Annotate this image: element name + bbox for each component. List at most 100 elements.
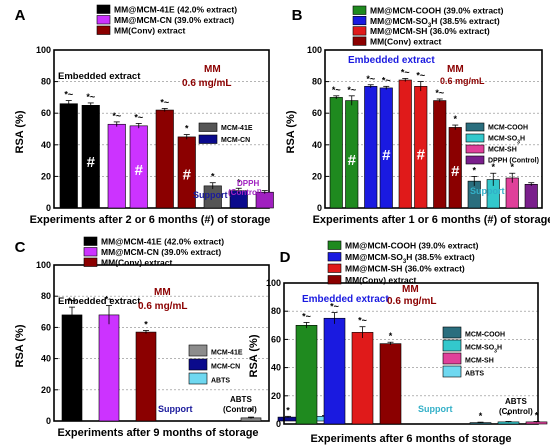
bar bbox=[107, 123, 126, 209]
chart-panel-b: 0 20 40 60 80 100 RSA (%) Experiments after 1 o… bbox=[285, 6, 550, 227]
y-tick-label: 80 bbox=[312, 77, 322, 87]
y-axis-label: RSA (%) bbox=[285, 110, 297, 153]
y-tick-label: 0 bbox=[317, 203, 322, 213]
bar bbox=[323, 317, 346, 425]
y-tick-label: 20 bbox=[271, 391, 281, 401]
significance-mark: * bbox=[453, 114, 457, 124]
legend-swatch bbox=[188, 344, 208, 357]
legend-label: MCM-SO3H bbox=[488, 136, 525, 146]
plot-frame bbox=[283, 282, 539, 425]
bar bbox=[433, 100, 447, 209]
annotation-label: Support bbox=[470, 186, 505, 196]
legend-swatch bbox=[198, 134, 218, 144]
annotation-label: Support bbox=[418, 404, 453, 414]
significance-mark: *~ bbox=[366, 74, 375, 84]
plot-frame bbox=[53, 264, 270, 422]
legend-swatch bbox=[96, 25, 111, 35]
legend-label: MM@MCM-COOH (39.0% extract) bbox=[345, 241, 479, 251]
significance-mark: *~ bbox=[332, 85, 341, 95]
annotation-label: Embedded extract bbox=[348, 55, 435, 66]
significance-mark: * bbox=[510, 162, 514, 172]
legend-swatch bbox=[442, 339, 462, 352]
legend-label: MCM-SH bbox=[465, 358, 494, 365]
y-tick-label: 60 bbox=[312, 108, 322, 118]
annotation-label: DPPH bbox=[237, 179, 259, 188]
significance-mark: *~ bbox=[68, 296, 77, 306]
annotation-label: (Control) bbox=[499, 407, 533, 416]
legend-swatch bbox=[352, 26, 367, 36]
significance-mark: * bbox=[491, 162, 495, 172]
legend-label: ABTS bbox=[211, 378, 230, 385]
legend-swatch bbox=[465, 155, 485, 165]
bar bbox=[98, 314, 120, 422]
legend-label: MCM-CN bbox=[221, 137, 250, 144]
y-tick-label: 100 bbox=[36, 260, 51, 270]
legend-swatch bbox=[442, 352, 462, 365]
y-tick-label: 60 bbox=[41, 108, 51, 118]
significance-mark: *~ bbox=[64, 90, 73, 100]
x-axis-label: Experiments after 1 or 6 months (#) of s… bbox=[313, 214, 550, 226]
legend-swatch bbox=[465, 122, 485, 132]
y-tick-label: 20 bbox=[41, 385, 51, 395]
annotation-label: 0.6 mg/mL bbox=[440, 76, 485, 86]
legend-swatch bbox=[465, 144, 485, 154]
legend-label: MM@MCM-CN (39.0% extract) bbox=[114, 15, 234, 25]
y-tick-label: 80 bbox=[271, 306, 281, 316]
storage-hash-mark: # bbox=[417, 146, 426, 163]
annotation-label: ABTS bbox=[505, 397, 527, 406]
bar bbox=[135, 331, 157, 422]
bar bbox=[329, 97, 343, 209]
significance-mark: * bbox=[286, 405, 290, 415]
annotation-label: Embedded extract bbox=[58, 71, 141, 82]
bar bbox=[295, 324, 318, 425]
legend-label: MCM-SH bbox=[488, 147, 517, 154]
x-axis-label: Experiments after 9 months of storage bbox=[57, 427, 258, 439]
legend-label: DPPH (Control) bbox=[488, 158, 539, 165]
y-axis-label: RSA (%) bbox=[14, 324, 26, 367]
legend-swatch bbox=[327, 275, 342, 285]
legend-swatch bbox=[465, 133, 485, 143]
significance-mark: * bbox=[507, 410, 511, 420]
legend-label: MCM-41E bbox=[221, 125, 253, 132]
annotation-label: (Control) bbox=[228, 188, 262, 197]
significance-mark: * bbox=[211, 172, 215, 182]
annotation-label: Embedded extract bbox=[58, 296, 141, 307]
legend-label: MM(Conv) extract bbox=[370, 36, 441, 46]
annotation-label: 0.6 mg/mL bbox=[387, 296, 436, 307]
legend-swatch bbox=[352, 5, 367, 15]
significance-mark: * bbox=[237, 177, 241, 187]
chart-panel-d: 0 20 40 60 80 100 RSA (%) Experiments after 6 m… bbox=[248, 240, 548, 445]
legend-swatch bbox=[327, 240, 342, 250]
legend-swatch bbox=[83, 257, 98, 267]
y-tick-label: 20 bbox=[41, 171, 51, 181]
legend-label: MCM-COOH bbox=[488, 125, 528, 132]
y-tick-label: 20 bbox=[312, 171, 322, 181]
significance-mark: *~ bbox=[401, 67, 410, 77]
annotation-label: 0.6 mg/mL bbox=[138, 301, 187, 312]
y-tick-label: 40 bbox=[271, 363, 281, 373]
legend-label: ABTS bbox=[465, 371, 484, 378]
storage-hash-mark: # bbox=[183, 167, 192, 184]
legend-swatch bbox=[327, 252, 342, 262]
bar bbox=[379, 343, 402, 425]
y-tick-label: 100 bbox=[307, 45, 322, 55]
y-tick-label: 40 bbox=[41, 140, 51, 150]
panel-letter: D bbox=[280, 249, 291, 266]
legend-label: MM@MCM-COOH (39.0% extract) bbox=[370, 6, 504, 16]
legend-swatch bbox=[352, 36, 367, 46]
significance-mark: *~ bbox=[416, 71, 425, 81]
bar bbox=[155, 109, 174, 209]
legend-label: MCM-CN bbox=[211, 364, 240, 371]
y-tick-label: 0 bbox=[46, 203, 51, 213]
annotation-label: MM bbox=[204, 64, 221, 75]
bar bbox=[524, 184, 538, 209]
legend-label: MCM-41E bbox=[211, 350, 243, 357]
y-tick-label: 40 bbox=[312, 140, 322, 150]
legend-label: MM(Conv) extract bbox=[101, 258, 172, 268]
legend-label: MM@MCM-SH (36.0% extract) bbox=[370, 26, 490, 36]
y-axis-label: RSA (%) bbox=[248, 334, 260, 377]
bar bbox=[351, 332, 374, 425]
significance-mark: *~ bbox=[358, 316, 367, 326]
storage-hash-mark: # bbox=[87, 154, 96, 171]
